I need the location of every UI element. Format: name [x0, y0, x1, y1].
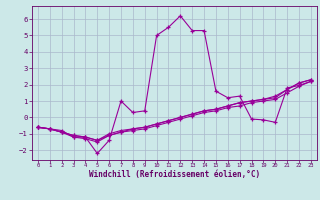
X-axis label: Windchill (Refroidissement éolien,°C): Windchill (Refroidissement éolien,°C) — [89, 170, 260, 179]
